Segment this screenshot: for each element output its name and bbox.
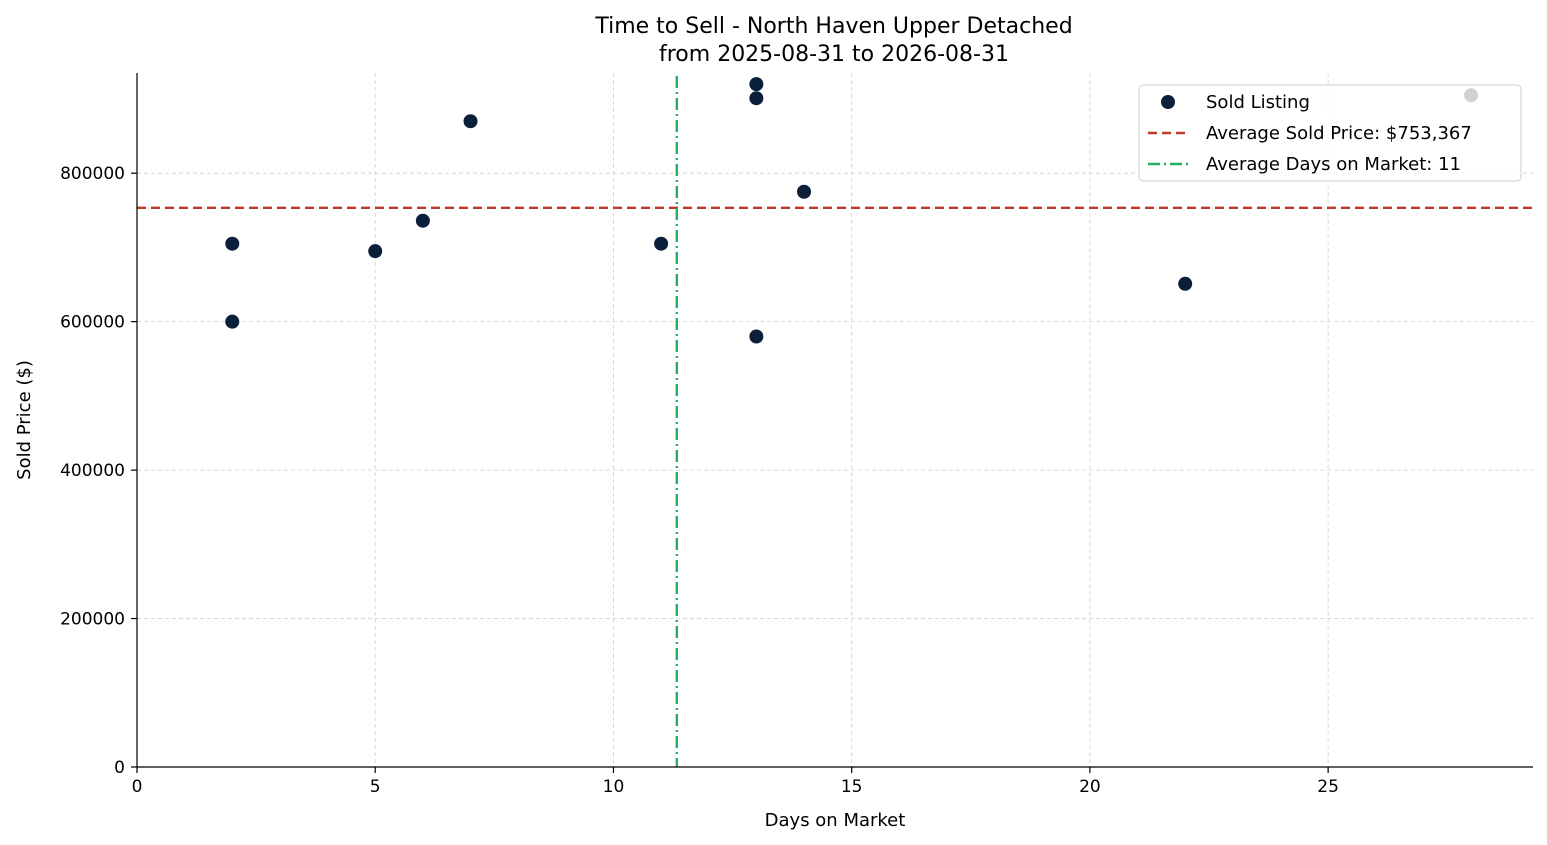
y-tick-label: 0 [114, 758, 125, 778]
data-point [654, 236, 669, 251]
x-tick-label: 10 [603, 777, 625, 797]
legend: Sold Listing Average Sold Price: $753,367… [1138, 84, 1522, 182]
data-point [797, 184, 812, 199]
y-axis-label: Sold Price ($) [14, 360, 35, 480]
data-points [225, 77, 1479, 344]
y-tick-label: 800000 [60, 164, 125, 184]
reference-lines [137, 76, 1533, 767]
chart-title-line1: Time to Sell - North Haven Upper Detache… [594, 14, 1072, 39]
x-tick-label: 5 [370, 777, 381, 797]
legend-box [1138, 84, 1522, 182]
x-tick-label: 15 [841, 777, 863, 797]
data-point [368, 244, 383, 259]
data-point [415, 213, 430, 228]
ticks: 0 5 10 15 20 25 0 200000 400000 600000 800000 [60, 164, 1339, 797]
data-point [1178, 276, 1193, 291]
chart-title-line2: from 2025-08-31 to 2026-08-31 [659, 42, 1009, 67]
x-axis-label: Days on Market [765, 810, 906, 831]
data-point [225, 236, 240, 251]
legend-label: Average Sold Price: $753,367 [1206, 123, 1472, 144]
data-point [225, 314, 240, 329]
y-tick-label: 200000 [60, 610, 125, 630]
legend-marker-sold-listing [1161, 95, 1175, 109]
data-point [749, 77, 764, 92]
x-tick-label: 0 [132, 777, 143, 797]
legend-label: Average Days on Market: 11 [1206, 154, 1461, 175]
y-tick-label: 400000 [60, 461, 125, 481]
legend-label: Sold Listing [1206, 92, 1310, 113]
data-point [463, 114, 478, 129]
data-point [749, 91, 764, 106]
y-tick-label: 600000 [60, 313, 125, 333]
axes [136, 73, 1533, 768]
x-tick-label: 20 [1079, 777, 1101, 797]
x-tick-label: 25 [1317, 777, 1339, 797]
data-point [749, 329, 764, 344]
